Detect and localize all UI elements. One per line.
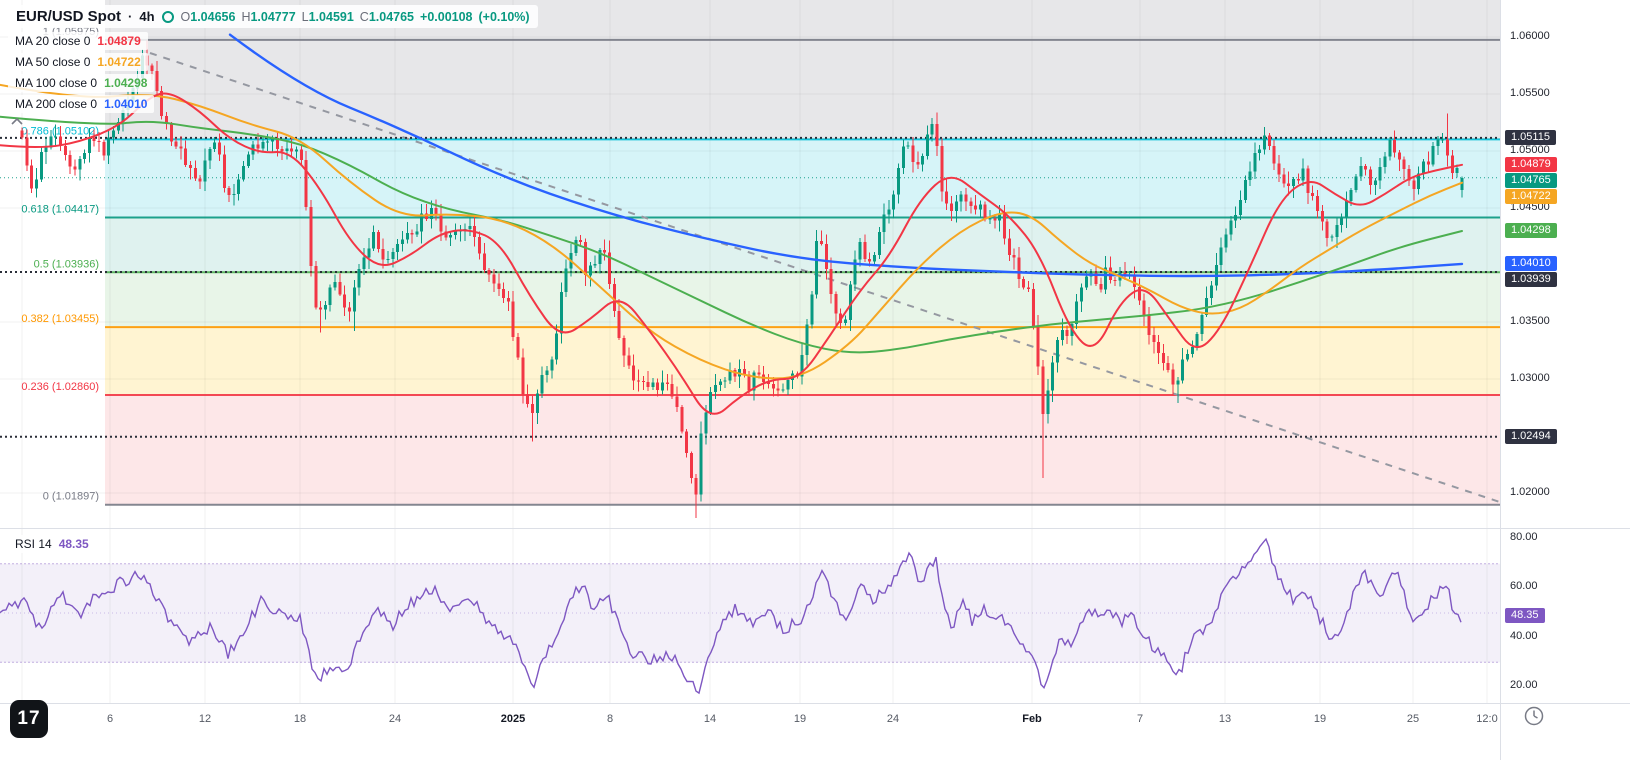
timezone-clock-icon[interactable] [1523, 705, 1545, 727]
rsi-tick: 20.00 [1510, 679, 1538, 691]
time-label: 6 [106, 713, 114, 725]
time-label: 24 [886, 713, 900, 725]
low-value: L1.04591 [301, 9, 354, 24]
change-value: +0.00108 [420, 9, 473, 24]
price-tick: 1.05000 [1510, 144, 1550, 156]
ma-legend-label: MA 50 close 0 [15, 55, 91, 69]
ma-legend-label: MA 100 close 0 [15, 76, 98, 90]
rsi-tick: 60.00 [1510, 580, 1538, 593]
price-badge: 1.04765 [1505, 172, 1557, 188]
time-label: 2025 [500, 713, 526, 725]
time-label: 14 [703, 713, 717, 725]
price-tick: 1.03000 [1510, 372, 1550, 384]
fib-band [105, 272, 1500, 328]
time-label: 19 [793, 713, 807, 725]
change-percent: (+0.10%) [478, 9, 530, 24]
market-status-icon [161, 10, 174, 23]
ohlc-readout: O1.04656 H1.04777 L1.04591 C1.04765 +0.0… [181, 10, 530, 24]
ma20-line[interactable] [0, 92, 1463, 415]
price-axis[interactable]: 1.06000 1.05500 1.05000 1.04500 1.03500 1.030… [1500, 0, 1630, 760]
axis-panel-separator [1501, 703, 1630, 704]
ma-legend-value: 1.04722 [97, 55, 141, 69]
ma100-line[interactable] [0, 115, 1463, 354]
time-label: 7 [1136, 713, 1144, 725]
logo-text: 17 [17, 708, 41, 729]
time-label: 12:0 [1476, 713, 1498, 725]
separator-dot: · [128, 9, 133, 24]
symbol-name[interactable]: EUR/USD Spot [16, 8, 121, 25]
fib-level-label: 0 (1.01897) [43, 491, 99, 503]
price-tick: 1.05500 [1510, 87, 1550, 99]
collapse-legend-icon[interactable] [11, 118, 23, 125]
fib-level-label: 0.382 (1.03455) [21, 313, 99, 325]
ma-legend-row[interactable]: MA 100 close 0 1.04298 [8, 74, 155, 92]
rsi-band [0, 563, 1500, 663]
time-axis[interactable]: Dec612182420258141924Feb713192512:0 [0, 703, 1500, 760]
axis-panel-separator [1501, 528, 1630, 529]
ma50-line[interactable] [0, 83, 1463, 380]
ma200-line[interactable] [228, 33, 1464, 278]
ma-legend-row[interactable]: MA 50 close 0 1.04722 [8, 53, 148, 71]
high-value: H1.04777 [241, 9, 296, 24]
ma-legend-row[interactable]: MA 200 close 0 1.04010 [8, 95, 155, 113]
close-value: C1.04765 [359, 9, 415, 24]
fib-band [105, 139, 1500, 218]
price-chart-canvas[interactable]: 1 (1.05975)0.786 (1.05102)0.618 (1.04417… [0, 0, 1500, 528]
time-label: Feb [1022, 713, 1042, 725]
rsi-badge: 48.35 [1505, 608, 1545, 624]
symbol-legend-row[interactable]: EUR/USD Spot · 4h O1.04656 H1.04777 L1.0… [8, 5, 538, 28]
rsi-tick: 80.00 [1510, 531, 1538, 543]
time-label: 8 [606, 713, 614, 725]
price-badge: 1.05115 [1505, 129, 1556, 145]
time-label: 13 [1218, 713, 1232, 725]
price-tick: 1.03500 [1510, 315, 1550, 327]
open-value: O1.04656 [180, 9, 236, 24]
rsi-tick: 40.00 [1510, 629, 1538, 642]
price-badge: 1.02494 [1505, 428, 1557, 444]
ma-legend-row[interactable]: MA 20 close 0 1.04879 [8, 32, 148, 50]
price-tick: 1.02000 [1510, 486, 1550, 498]
ma-legend-label: MA 20 close 0 [15, 34, 91, 48]
price-badge: 1.04298 [1505, 223, 1557, 239]
time-label: 24 [388, 713, 402, 725]
price-badge: 1.03939 [1505, 271, 1557, 287]
time-label: 19 [1313, 713, 1327, 725]
time-label: 25 [1406, 713, 1420, 725]
price-badge: 1.04879 [1505, 156, 1557, 172]
rsi-value: 48.35 [58, 537, 89, 551]
ma-legend-value: 1.04298 [104, 76, 148, 90]
candles [20, 40, 1464, 519]
price-badge: 1.04722 [1505, 188, 1557, 204]
price-tick: 1.06000 [1510, 30, 1550, 42]
rsi-chart-canvas[interactable] [0, 529, 1500, 704]
ma-legend-value: 1.04010 [104, 97, 148, 111]
time-label: 12 [198, 713, 212, 725]
price-tick: 1.04500 [1510, 201, 1550, 213]
fib-level-label: 0.236 (1.02860) [21, 381, 99, 393]
fib-band [105, 395, 1500, 505]
fib-level-label: 0.5 (1.03936) [34, 258, 99, 270]
time-label: 18 [293, 713, 307, 725]
tradingview-logo[interactable]: 17 [10, 700, 48, 738]
fib-level-label: 0.618 (1.04417) [21, 204, 99, 216]
ma-legend: MA 20 close 0 1.04879 MA 50 close 0 1.04722… [8, 32, 538, 113]
rsi-line [0, 537, 1462, 695]
price-panel[interactable]: 1 (1.05975)0.786 (1.05102)0.618 (1.04417… [0, 0, 1500, 528]
timeframe-label[interactable]: 4h [139, 9, 155, 24]
rsi-label: RSI 14 [15, 537, 52, 551]
ma-legend-value: 1.04879 [97, 34, 141, 48]
rsi-legend-row[interactable]: RSI 14 48.35 [8, 535, 96, 553]
rsi-panel[interactable]: RSI 14 48.35 [0, 528, 1500, 704]
price-badge: 1.04010 [1505, 255, 1557, 271]
fib-band [105, 217, 1500, 273]
ma-legend-label: MA 200 close 0 [15, 97, 98, 111]
chart-legend: EUR/USD Spot · 4h O1.04656 H1.04777 L1.0… [8, 5, 538, 125]
